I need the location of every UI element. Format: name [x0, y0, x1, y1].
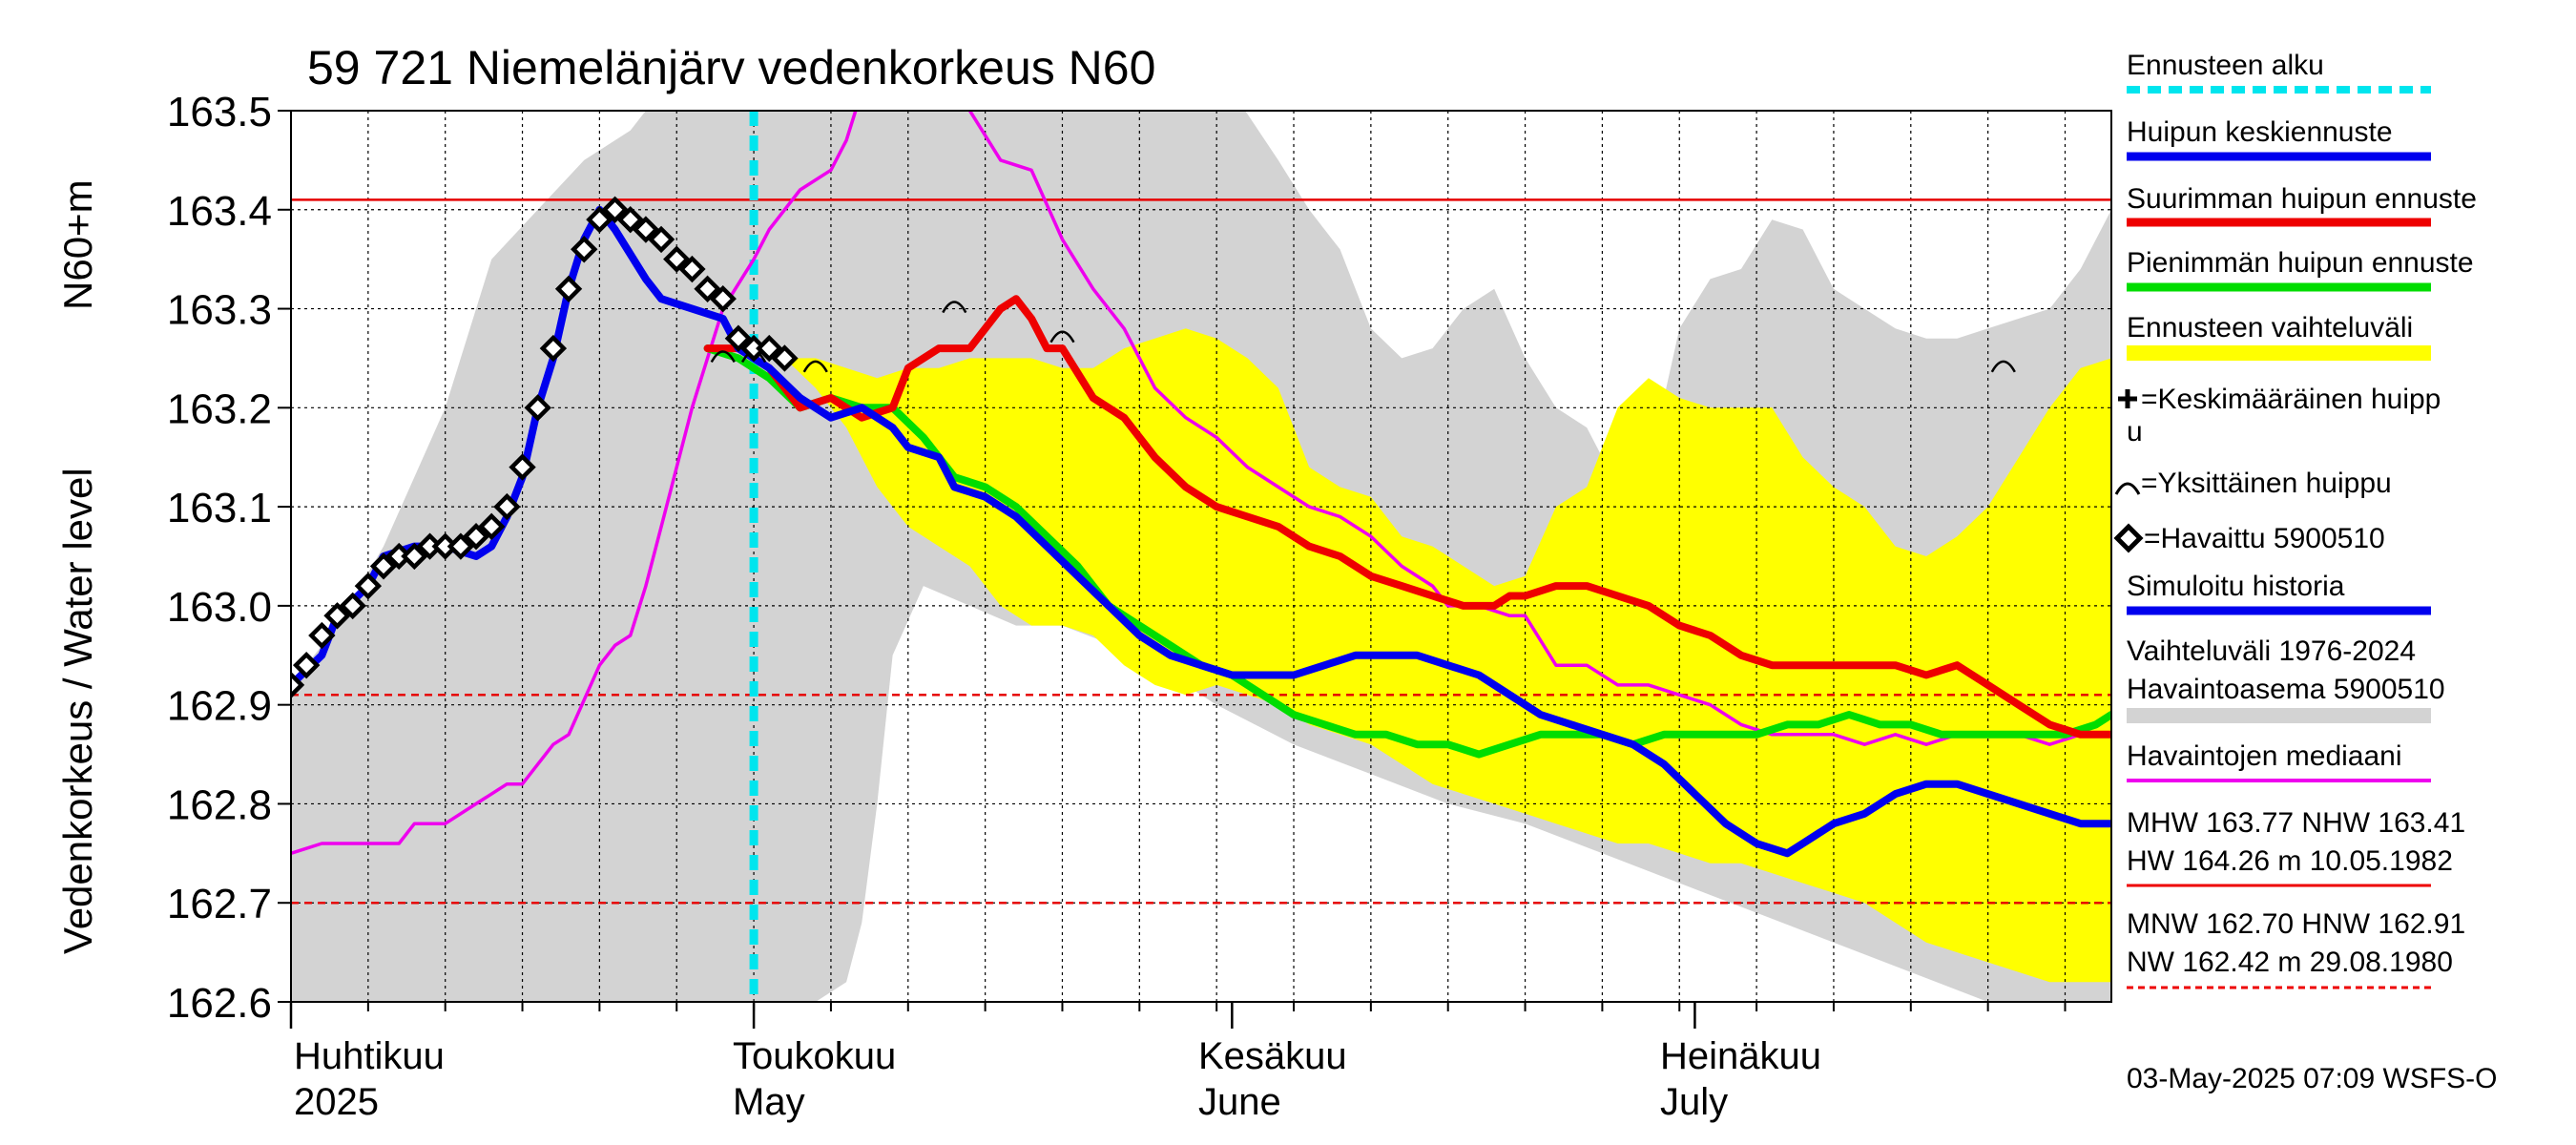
observed-point	[539, 334, 568, 363]
observed-point	[771, 344, 799, 372]
observed-point	[509, 453, 536, 481]
observed-point	[462, 523, 490, 551]
observed-point	[292, 651, 321, 679]
stats-high-water-1: MHW 163.77 NHW 163.41	[2127, 807, 2465, 839]
observed-point	[369, 552, 398, 580]
max-peak-forecast-line	[703, 295, 2111, 739]
observed-point	[447, 532, 475, 560]
footer-timestamp: 03-May-2025 07:09 WSFS-O	[2127, 1063, 2498, 1094]
legend-history-station: Havaintoasema 5900510	[2127, 674, 2445, 705]
single-peak-mark	[802, 360, 828, 373]
y-tick-label: 163.3	[167, 287, 272, 334]
x-axis-ticks	[289, 1002, 2067, 1029]
y-axis-unit-label: N60+m	[55, 179, 100, 310]
month-label-may: Toukokuu	[733, 1035, 896, 1077]
observed-point	[756, 334, 783, 363]
legend-single-peak: =Yksittäinen huippu	[2141, 468, 2392, 499]
chart-title: 59 721 Niemelänjärv vedenkorkeus N60	[307, 41, 1155, 94]
legend-forecast-range: Ennusteen vaihteluväli	[2127, 312, 2413, 344]
observed-point	[571, 236, 598, 263]
month-label-july: Heinäkuu	[1660, 1035, 1821, 1077]
observed-point	[308, 621, 336, 650]
observed-point	[493, 492, 521, 521]
legend-observed: =Havaittu 5900510	[2144, 523, 2385, 554]
y-tick-label: 163.5	[167, 89, 272, 135]
observed-point	[323, 602, 351, 630]
observed-point	[647, 225, 675, 254]
observed-point	[354, 572, 383, 600]
month-label-may-en: May	[733, 1081, 805, 1123]
observed-point	[291, 671, 305, 699]
range-bands	[291, 111, 2111, 1002]
legend-history-range-swatch	[2127, 708, 2431, 723]
observed-point	[524, 394, 551, 422]
y-tick-label: 162.6	[167, 980, 272, 1027]
single-peak-mark	[1049, 330, 1075, 344]
observed-point	[632, 216, 660, 243]
legend-simulated: Simuloitu historia	[2127, 571, 2345, 602]
y-axis-label: Vedenkorkeus / Water level	[55, 468, 100, 954]
legend-min-peak: Pienimmän huipun ennuste	[2127, 247, 2474, 279]
y-axis-ticks: 163.5 163.4 163.3 163.2 163.1 163.0 162.9 162.8…	[167, 89, 291, 1027]
legend-history-range: Vaihteluväli 1976-2024	[2127, 635, 2416, 667]
y-tick-label: 162.7	[167, 881, 272, 927]
y-tick-label: 163.4	[167, 188, 272, 235]
legend-median: Havaintojen mediaani	[2127, 740, 2402, 772]
legend: Ennusteen alku Huipun keskiennuste Suuri…	[2113, 50, 2477, 989]
reference-lines	[291, 198, 2111, 905]
observed-point	[478, 512, 506, 541]
observed-median-line	[291, 111, 2111, 856]
observed-point	[724, 324, 753, 352]
legend-avg-peak: =Keskimääräinen huipp	[2141, 384, 2441, 415]
observed-point	[401, 542, 428, 571]
legend-avg-peak-cont: u	[2127, 416, 2143, 448]
y-tick-label: 163.2	[167, 385, 272, 432]
plus-icon	[2118, 389, 2137, 408]
y-tick-label: 162.8	[167, 781, 272, 828]
observed-markers	[291, 196, 799, 699]
legend-mean-peak: Huipun keskiennuste	[2127, 116, 2393, 148]
legend-forecast-start: Ennusteen alku	[2127, 50, 2324, 81]
y-tick-label: 163.1	[167, 485, 272, 531]
diamond-icon	[2113, 523, 2144, 553]
plot-area	[291, 111, 2111, 1002]
plot-frame	[290, 110, 2112, 1003]
month-label-april: Huhtikuu	[294, 1035, 445, 1077]
single-peak-mark	[1990, 360, 2016, 373]
stats-low-water-1: MNW 162.70 HNW 162.91	[2127, 908, 2465, 940]
y-tick-label: 162.9	[167, 683, 272, 730]
stats-high-water-2: HW 164.26 m 10.05.1982	[2127, 845, 2453, 877]
legend-forecast-range-swatch	[2127, 345, 2431, 361]
observed-point	[663, 245, 691, 273]
month-label-june: Kesäkuu	[1198, 1035, 1347, 1077]
month-label-june-en: June	[1198, 1081, 1281, 1123]
observed-point	[586, 205, 613, 234]
y-tick-label: 163.0	[167, 584, 272, 631]
forecast-range-band	[754, 328, 2111, 983]
stats-low-water-2: NW 162.42 m 29.08.1980	[2127, 947, 2453, 978]
grid-lines	[291, 111, 2111, 1002]
observed-point	[339, 592, 366, 620]
observed-point	[709, 284, 737, 313]
legend-max-peak: Suurimman huipun ennuste	[2127, 183, 2477, 215]
single-peak-mark	[942, 301, 967, 314]
observed-point	[554, 275, 583, 302]
year-label-2025: 2025	[294, 1081, 379, 1123]
observed-point	[616, 205, 644, 234]
observed-point	[694, 275, 721, 302]
observed-point	[678, 255, 706, 283]
observed-point	[601, 196, 629, 223]
single-peak-mark	[710, 350, 736, 364]
month-label-july-en: July	[1660, 1081, 1728, 1123]
single-peak-icon	[2114, 482, 2141, 495]
